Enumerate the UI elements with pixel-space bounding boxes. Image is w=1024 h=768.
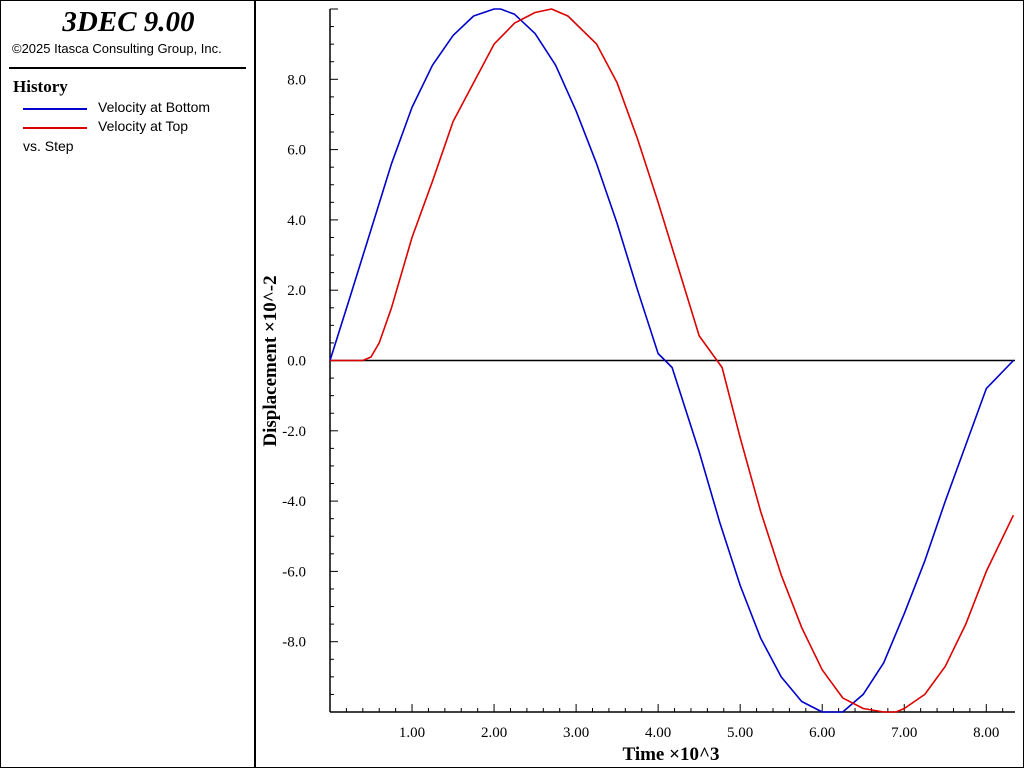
legend-swatch-red — [23, 127, 87, 129]
x-tick-label: 7.00 — [891, 725, 917, 741]
x-tick-label: 5.00 — [727, 725, 753, 741]
y-tick-label: -2.0 — [282, 424, 306, 440]
x-tick-label: 1.00 — [399, 725, 425, 741]
x-tick-label: 4.00 — [645, 725, 671, 741]
legend-heading: History — [13, 77, 68, 96]
y-tick-label: -6.0 — [282, 564, 306, 580]
y-tick-label: 8.0 — [287, 72, 306, 88]
y-tick-label: 4.0 — [287, 213, 306, 229]
legend-label: Velocity at Bottom — [98, 99, 211, 115]
x-axis-title: Time ×10^3 — [623, 744, 720, 765]
series-line-velocity-top — [330, 8, 1015, 713]
legend-footer: vs. Step — [23, 138, 74, 154]
app-title: 3DEC 9.00 — [62, 6, 195, 38]
y-tick-label: -4.0 — [282, 494, 306, 510]
y-tick-label: 0.0 — [287, 354, 306, 370]
y-tick-label: 2.0 — [287, 283, 306, 299]
title-divider — [9, 67, 246, 69]
x-tick-label: 6.00 — [809, 725, 835, 741]
x-tick-label: 3.00 — [563, 725, 589, 741]
y-tick-label: 6.0 — [287, 143, 306, 159]
copyright-notice: ©2025 Itasca Consulting Group, Inc. — [12, 41, 222, 56]
legend-label: Velocity at Top — [98, 118, 189, 134]
legend-panel: 3DEC 9.00 ©2025 Itasca Consulting Group,… — [1, 1, 256, 767]
legend-swatch-blue — [23, 108, 87, 110]
y-axis-title: Displacement ×10^-2 — [260, 275, 281, 446]
series-line-velocity-bottom — [329, 8, 1014, 713]
x-tick-label: 8.00 — [973, 725, 999, 741]
y-tick-label: -8.0 — [282, 635, 306, 651]
x-tick-label: 2.00 — [481, 725, 507, 741]
